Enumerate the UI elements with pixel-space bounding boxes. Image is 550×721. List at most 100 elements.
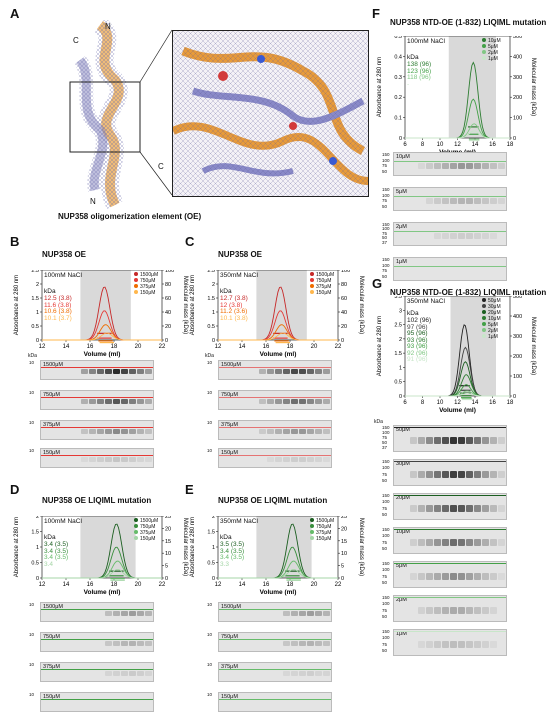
panel-g-gel-marker: kDa (374, 419, 383, 425)
panel-c-legend-item: 375μM (310, 284, 331, 290)
panel-b-xtick-label: 22 (159, 344, 166, 350)
gel-band (121, 611, 128, 616)
gel-band (315, 369, 322, 374)
gel-band (89, 429, 96, 434)
panel-c-gel-tick: 10 (207, 420, 213, 425)
panel-g-gel-line (394, 563, 506, 564)
legend-marker (310, 518, 314, 522)
panel-c-gel: 750μM (218, 390, 332, 410)
structure-overview (60, 20, 155, 210)
panel-b-gel: 750μM (40, 390, 154, 410)
gel-band (498, 505, 505, 512)
legend-marker (310, 536, 314, 540)
panel-g-gel-line (394, 631, 506, 632)
gel-band (323, 641, 330, 646)
panel-d-salt: 100mM NaCl (44, 518, 82, 525)
panel-e-kda-value: 3.3 (220, 560, 230, 568)
gel-band (299, 641, 306, 646)
gel-band (474, 233, 481, 239)
gel-band (434, 163, 441, 169)
panel-g-xtick-label: 14 (472, 400, 479, 406)
legend-marker (310, 290, 314, 294)
panel-c-series-line (218, 332, 338, 341)
panel-g-gel-tick: 37 (382, 445, 388, 450)
panel-c-y2tick-label: 0 (341, 338, 344, 344)
gel-band (442, 437, 449, 444)
panel-f-gel-tick: 50 (382, 203, 388, 209)
gel-band (137, 671, 144, 676)
panel-f-y2tick-label: 0 (513, 136, 516, 142)
gel-band (482, 233, 489, 239)
panel-c-gel: 1500μM (218, 360, 332, 380)
gel-band (259, 369, 266, 374)
panel-g-xtick-label: 8 (421, 400, 425, 406)
legend-marker (482, 298, 486, 302)
panel-f-gel-tick: 150 (382, 257, 390, 262)
panel-g-kda-value: 93 (96) (407, 343, 428, 350)
gel-band (434, 198, 441, 204)
legend-label: 5μM (488, 44, 498, 50)
legend-label: 150μM (316, 290, 332, 296)
panel-f-gel-tick: 150 (382, 152, 390, 157)
legend-label: 50μM (488, 298, 501, 304)
gel-band (450, 437, 457, 444)
gel-band (315, 641, 322, 646)
panel-c-kda-value: 11.2 (3.6) (220, 308, 248, 315)
panel-e-gel: 150μM (218, 692, 332, 712)
gel-band (490, 573, 497, 580)
panel-label-b: B (10, 234, 20, 249)
panel-f-y2tick-label: 300 (513, 75, 522, 81)
panel-c-legend-item: 1500μM (310, 272, 334, 278)
gel-band (442, 233, 449, 239)
gel-band (410, 573, 417, 580)
legend-marker (134, 290, 138, 294)
panel-b-ytick-label: 0 (36, 338, 39, 344)
panel-b-ytick-label: 1.5 (31, 296, 39, 302)
gel-band (450, 573, 457, 580)
panel-b-gel-marker: kDa (28, 353, 37, 359)
panel-d-legend-item: 750μM (134, 524, 155, 530)
panel-g-gel-line (394, 529, 506, 530)
panel-g-gel: 5μM (393, 561, 507, 588)
panel-d-y2tick-label: 25 (165, 516, 171, 520)
gel-band (275, 369, 282, 374)
gel-band (129, 611, 136, 616)
panel-f-kda-value: - (407, 80, 410, 88)
gel-band (442, 539, 449, 546)
gel-band (466, 163, 473, 169)
panel-g-series-line (405, 392, 510, 397)
gel-band (490, 505, 497, 512)
gel-band (442, 163, 449, 169)
gel-band (121, 369, 128, 374)
panel-f-ytick-label: 0.4 (394, 54, 402, 60)
panel-c-ytick-label: 2.5 (207, 270, 215, 274)
panel-e-legend-item: 1500μM (310, 518, 334, 524)
gel-band (113, 641, 120, 646)
panel-g-gel-tick: 75 (382, 471, 388, 477)
gel-band (482, 539, 489, 546)
gel-band (426, 505, 433, 512)
panel-g-gel-tick: 75 (382, 435, 388, 440)
panel-e-gel-conc: 1500μM (221, 604, 241, 610)
gel-band (426, 539, 433, 546)
panel-b-gel-conc: 750μM (43, 392, 60, 398)
panel-label-g: G (372, 276, 383, 291)
panel-f-legend-item: 10μM (482, 38, 501, 44)
panel-g-gel-tick: 75 (382, 505, 388, 511)
panel-e-ytick-label: 0.5 (207, 561, 215, 567)
panel-d-y2tick-label: 20 (165, 526, 171, 532)
panel-g-salt: 350mM NaCl (407, 298, 445, 305)
legend-label: 150μM (140, 536, 156, 542)
gel-band (442, 641, 449, 648)
panel-g-title: NUP358 NTD-OE (1-832) LIQIML mutation (390, 288, 547, 297)
gel-band (482, 198, 489, 204)
gel-band (490, 437, 497, 444)
panel-b-frame (41, 270, 163, 341)
gel-band (434, 505, 441, 512)
panel-e-xtick-label: 12 (215, 582, 222, 588)
panel-g-gel-line (394, 495, 506, 496)
panel-f-salt: 100mM NaCl (407, 38, 445, 45)
gel-band (145, 671, 152, 676)
panel-f-legend-item: 1μM (482, 56, 498, 62)
panel-c-gel-tick: 10 (207, 360, 213, 365)
